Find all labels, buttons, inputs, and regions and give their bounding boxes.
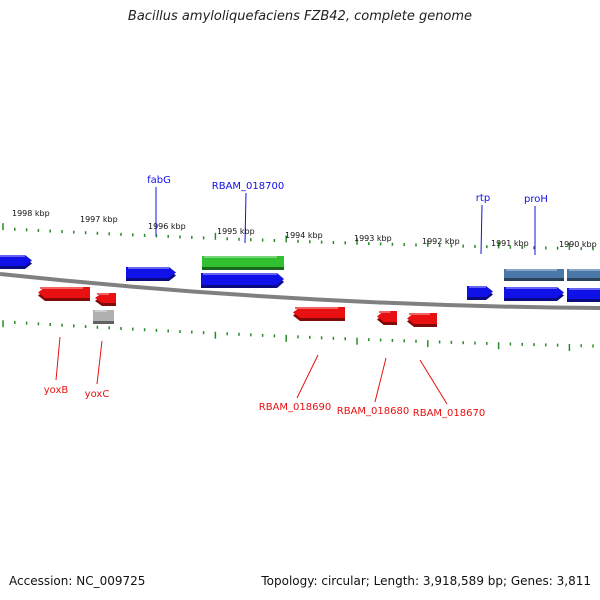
gene-label-proh[interactable]: proH <box>524 194 548 205</box>
gene-forward[interactable] <box>567 288 600 302</box>
leader-line <box>244 192 247 244</box>
leader-line <box>296 354 319 399</box>
scale-ticks-upper <box>2 223 594 251</box>
leader-line <box>419 359 448 405</box>
scale-ticks-lower <box>2 320 594 351</box>
gene-reverse[interactable] <box>95 293 116 306</box>
scale-label: 1996 kbp <box>148 222 186 231</box>
gene-label-rbam_018700[interactable]: RBAM_018700 <box>212 181 284 192</box>
gene-forward[interactable] <box>0 255 32 269</box>
gene-reverse[interactable] <box>38 287 90 301</box>
scale-labels: 1998 kbp 1997 kbp 1996 kbp 1995 kbp 1994 kbp… <box>12 209 597 249</box>
genome-title: Bacillus amyloliquefaciens FZB42, comple… <box>127 9 473 24</box>
scale-label: 1992 kbp <box>422 237 460 246</box>
gene-label-rbam_018690[interactable]: RBAM_018690 <box>259 402 331 413</box>
gene-label-fabg[interactable]: fabG <box>147 175 171 186</box>
genome-summary-text: Topology: circular; Length: 3,918,589 bp… <box>261 574 591 588</box>
gene-forward[interactable] <box>467 286 493 300</box>
scale-label: 1991 kbp <box>491 239 529 248</box>
genome-backbone <box>0 272 600 310</box>
scale-label: 1990 kbp <box>559 240 597 249</box>
gene-pseudo[interactable] <box>93 310 114 324</box>
gene-label-rbam_018670[interactable]: RBAM_018670 <box>413 408 485 419</box>
label-leaders <box>55 187 536 405</box>
gene-forward[interactable] <box>126 267 176 281</box>
scale-label: 1995 kbp <box>217 227 255 236</box>
gene-cds[interactable] <box>567 269 600 281</box>
gene-forward[interactable] <box>504 287 564 301</box>
scale-label: 1994 kbp <box>285 231 323 240</box>
gene-rna[interactable] <box>202 256 284 270</box>
leader-line <box>96 340 103 385</box>
gene-reverse[interactable] <box>377 311 397 325</box>
gene-cds[interactable] <box>504 269 564 281</box>
accession-text: Accession: NC_009725 <box>9 574 146 588</box>
leader-line <box>480 204 483 255</box>
gene-label-yoxb[interactable]: yoxB <box>44 385 69 396</box>
genes <box>0 255 600 327</box>
gene-reverse[interactable] <box>293 307 345 321</box>
scale-label: 1998 kbp <box>12 209 50 218</box>
gene-label-yoxc[interactable]: yoxC <box>85 389 110 400</box>
scale-label: 1997 kbp <box>80 215 118 224</box>
scale-label: 1993 kbp <box>354 234 392 243</box>
gene-reverse[interactable] <box>407 313 437 327</box>
gene-label-rtp[interactable]: rtp <box>476 193 490 204</box>
leader-line <box>374 357 387 403</box>
leader-line <box>55 336 61 381</box>
gene-label-rbam_018680[interactable]: RBAM_018680 <box>337 406 409 417</box>
gene-forward[interactable] <box>201 273 284 288</box>
